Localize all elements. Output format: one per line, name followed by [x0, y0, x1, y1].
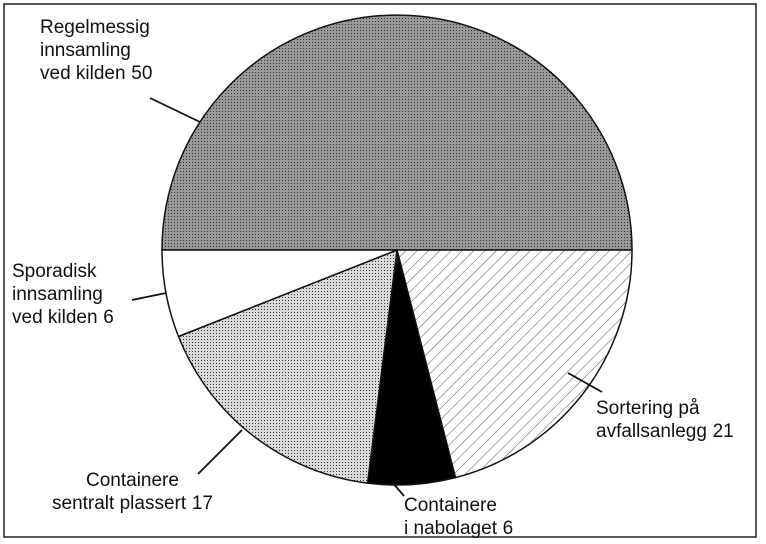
leader-line: [197, 429, 243, 475]
pie-slice: [161, 14, 633, 251]
value-label: 6: [502, 518, 514, 539]
value-label: 50: [131, 63, 153, 84]
slice-label: Sortering på avfallsanlegg 21: [596, 397, 734, 443]
frame: [3, 3, 757, 538]
value-label: 17: [191, 493, 213, 514]
category-label: Sortering på avfallsanlegg: [596, 398, 707, 442]
pie-slice: [177, 248, 398, 484]
category-label: Containere i nabolaget: [404, 495, 497, 539]
slice-label: Containere sentralt plassert 17: [52, 469, 213, 515]
value-label: 6: [103, 307, 114, 328]
pie-slice: [396, 249, 633, 479]
leader-line: [391, 481, 405, 497]
pie-slice: [161, 249, 398, 338]
category-label: Sporadisk innsamling ved kilden: [12, 261, 103, 328]
value-label: 21: [712, 421, 734, 442]
leader-line: [131, 292, 167, 301]
slice-label: Sporadisk innsamling ved kilden 6: [12, 260, 114, 329]
slice-label: Regelmessig innsamling ved kilden 50: [40, 16, 152, 85]
leader-line: [149, 97, 201, 123]
category-label: Containere sentralt plassert: [52, 470, 187, 514]
leader-line: [567, 372, 603, 393]
category-label: Regelmessig innsamling ved kilden: [40, 17, 150, 84]
slice-label: Containere i nabolaget 6: [404, 494, 513, 540]
